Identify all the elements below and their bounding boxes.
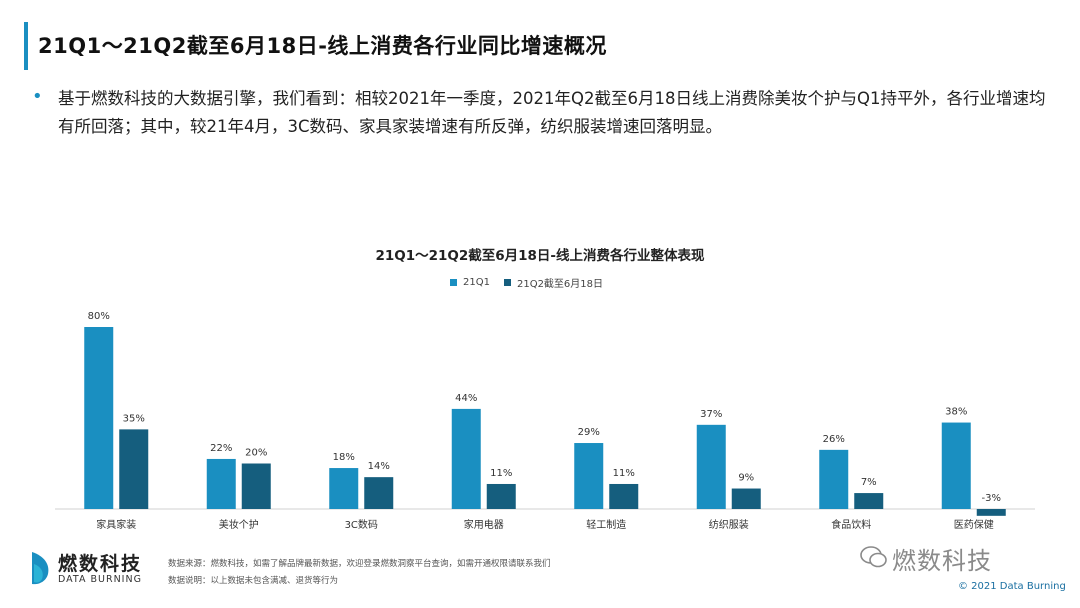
bar-q1	[574, 443, 604, 509]
bar-q2	[364, 477, 394, 509]
page-title: 21Q1～21Q2截至6月18日-线上消费各行业同比增速概况	[38, 34, 607, 58]
legend-item-21q1: 21Q1	[450, 275, 490, 290]
bar-q2	[486, 483, 516, 509]
x-tick-label: 3C数码	[345, 518, 378, 531]
data-label-q2: 35%	[123, 413, 145, 424]
x-tick-label: 纺织服装	[709, 518, 749, 531]
data-label-q1: 22%	[210, 443, 232, 454]
copyright-text: © 2021 Data Burning	[958, 581, 1066, 592]
data-label-q1: 80%	[88, 311, 110, 322]
legend-item-21q2: 21Q2截至6月18日	[503, 275, 604, 290]
bar-q2	[854, 493, 884, 509]
data-burning-logo-icon	[32, 552, 49, 585]
data-label-q1: 37%	[700, 409, 722, 420]
data-label-q1: 26%	[823, 434, 845, 445]
x-tick-label: 家具家装	[96, 518, 136, 531]
data-label-q1: 18%	[333, 452, 355, 463]
bar-q2	[609, 483, 639, 509]
brand-name-cn: 燃数科技	[58, 553, 143, 575]
chart-title: 21Q1～21Q2截至6月18日-线上消费各行业整体表现	[375, 248, 705, 264]
bar-q1	[206, 458, 236, 509]
x-tick-label: 家用电器	[464, 518, 504, 531]
bar-q2	[241, 463, 271, 509]
wechat-icon	[860, 546, 887, 568]
source-note: 数据来源：燃数科技，如需了解品牌最新数据，欢迎登录燃数洞察平台查询，如需开通权限…	[168, 559, 551, 569]
bar-q2	[731, 488, 761, 509]
bar-q1	[451, 408, 481, 509]
description-text: 基于燃数科技的大数据引擎，我们看到：相较2021年一季度，2021年Q2截至6月…	[58, 89, 1046, 136]
data-label-q1: 44%	[455, 393, 477, 404]
bar-q2	[119, 429, 149, 509]
bar-q1	[941, 422, 971, 509]
legend-swatch-21q1	[450, 279, 457, 286]
legend-label-21q1: 21Q1	[463, 277, 490, 288]
bar-q1	[819, 449, 849, 509]
data-label-q2: 7%	[861, 477, 877, 488]
x-tick-label: 医药保健	[954, 518, 994, 531]
x-tick-label: 轻工制造	[586, 518, 626, 531]
data-note: 数据说明：以上数据未包含满减、退货等行为	[168, 576, 339, 586]
bar-q1	[329, 468, 359, 509]
bar-q1	[696, 424, 726, 509]
bar-q1	[84, 327, 114, 509]
watermark-text: 燃数科技	[892, 547, 992, 575]
bullet-icon: •	[32, 86, 43, 107]
data-label-q2: 9%	[738, 473, 754, 484]
legend-label-21q2: 21Q2截至6月18日	[516, 279, 604, 290]
data-label-q1: 38%	[945, 407, 967, 418]
chart-legend: 21Q1 21Q2截至6月18日	[450, 275, 603, 290]
data-label-q2: 11%	[490, 468, 512, 479]
bar-q2	[976, 509, 1006, 516]
data-label-q2: 11%	[613, 468, 635, 479]
title-accent-bar	[24, 22, 28, 70]
data-label-q2: 20%	[245, 448, 267, 459]
data-label-q2: -3%	[982, 493, 1001, 504]
data-label-q2: 14%	[368, 461, 390, 472]
data-label-q1: 29%	[578, 427, 600, 438]
x-tick-label: 食品饮料	[831, 518, 871, 531]
brand-name-en: DATA BURNING	[58, 574, 142, 585]
x-tick-label: 美妆个护	[219, 518, 259, 531]
legend-swatch-21q2	[503, 279, 511, 286]
